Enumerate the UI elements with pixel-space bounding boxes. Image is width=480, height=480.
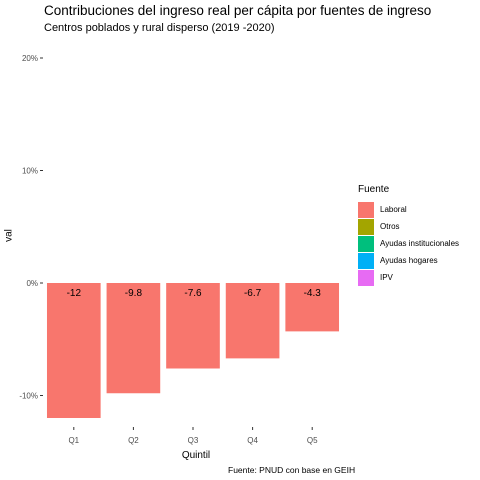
y-tick-label: -10% — [19, 392, 38, 401]
bar — [285, 283, 340, 332]
y-tick-label: 20% — [22, 54, 38, 63]
y-tick-label: 0% — [26, 279, 38, 288]
data-label: -7.6 — [184, 288, 202, 299]
bar — [46, 283, 101, 418]
legend-swatch — [358, 218, 374, 235]
legend-item: IPV — [358, 269, 459, 286]
legend-swatch — [358, 269, 374, 286]
chart-caption: Fuente: PNUD con base en GEIH — [228, 465, 356, 475]
legend-label: Laboral — [380, 205, 407, 214]
legend: Fuente Laboral Otros Ayudas institucionale… — [358, 184, 459, 286]
chart-subtitle: Centros poblados y rural disperso (2019 … — [44, 22, 275, 34]
bar — [166, 283, 220, 369]
legend-title: Fuente — [358, 184, 390, 195]
legend-swatch — [358, 235, 374, 252]
y-tick-label: 10% — [22, 167, 38, 176]
legend-label: IPV — [380, 273, 393, 282]
data-label: -4.3 — [304, 288, 322, 299]
legend-item: Ayudas institucionales — [358, 235, 459, 252]
legend-label: Otros — [380, 222, 400, 231]
x-tick-label: Q4 — [247, 436, 258, 445]
legend-swatch — [358, 252, 374, 269]
legend-item: Otros — [358, 218, 459, 235]
legend-label: Ayudas hogares — [380, 256, 438, 265]
legend-label: Ayudas institucionales — [380, 239, 460, 248]
data-label: -12 — [67, 288, 82, 299]
bar — [106, 283, 161, 394]
legend-item: Laboral — [358, 201, 459, 218]
x-tick-label: Q5 — [307, 436, 318, 445]
chart-title: Contribuciones del ingreso real per cápi… — [44, 3, 432, 18]
x-tick-label: Q2 — [128, 436, 139, 445]
x-axis-label: Quintil — [181, 450, 211, 461]
x-tick-label: Q3 — [188, 436, 199, 445]
data-label: -6.7 — [244, 288, 262, 299]
data-label: -9.8 — [125, 288, 143, 299]
legend-swatch — [358, 201, 374, 218]
x-tick-label: Q1 — [68, 436, 79, 445]
bar — [225, 283, 280, 359]
legend-item: Ayudas hogares — [358, 252, 459, 269]
